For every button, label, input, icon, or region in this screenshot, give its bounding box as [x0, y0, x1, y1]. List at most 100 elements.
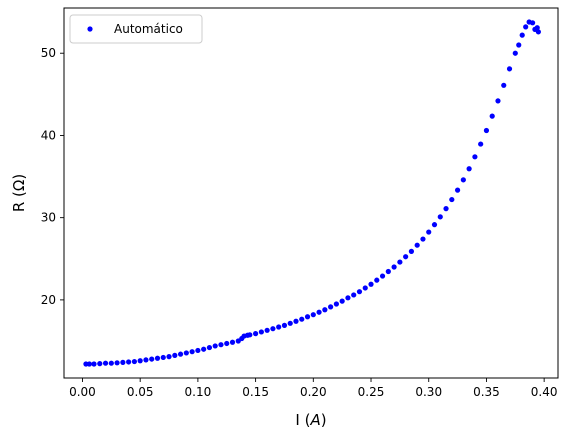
data-point: [183, 350, 189, 356]
plot-frame: [63, 7, 559, 379]
x-tick-label: 0.25: [358, 385, 385, 399]
data-point: [126, 359, 132, 365]
data-point: [172, 352, 178, 358]
data-point: [154, 355, 161, 361]
x-axis-label-suffix: ): [321, 411, 327, 429]
data-point: [328, 304, 334, 310]
legend-box: [69, 14, 203, 44]
legend: Automático: [69, 14, 203, 44]
data-point: [345, 295, 351, 301]
data-point: [299, 316, 305, 322]
data-point: [86, 361, 92, 367]
legend-entry-automatico: Automático: [114, 22, 183, 36]
data-point: [322, 307, 328, 313]
data-point: [166, 354, 172, 360]
x-tick-label: 0.05: [127, 385, 154, 399]
x-tick-label: 0.00: [69, 385, 96, 399]
data-point: [530, 20, 536, 26]
x-axis-label-variable: A: [309, 411, 320, 429]
data-point: [276, 324, 282, 330]
data-point: [519, 32, 525, 38]
data-point: [368, 281, 374, 287]
data-point: [472, 154, 478, 160]
data-point: [229, 339, 236, 345]
data-point: [454, 187, 461, 193]
x-tick-label: 0.20: [300, 385, 327, 399]
data-point: [293, 318, 299, 324]
data-point: [218, 342, 224, 348]
data-point: [264, 327, 270, 333]
data-point: [466, 166, 472, 172]
y-tick-label: 50: [41, 46, 56, 60]
data-point: [495, 98, 501, 104]
data-point: [91, 361, 97, 367]
data-point: [535, 29, 541, 35]
data-point: [224, 340, 230, 347]
x-tick-label: 0.30: [415, 385, 442, 399]
data-point: [258, 329, 264, 335]
data-point: [310, 312, 316, 318]
data-point: [201, 346, 207, 352]
data-point: [414, 242, 420, 248]
plot-area: [64, 8, 558, 378]
y-axis-label: R (Ω): [10, 174, 28, 212]
data-point: [443, 206, 449, 212]
data-point: [102, 360, 109, 366]
data-point: [351, 292, 357, 298]
y-tick-label: 20: [41, 293, 56, 307]
data-point: [426, 229, 432, 235]
data-point: [460, 177, 466, 183]
data-point: [287, 320, 293, 326]
data-point: [333, 301, 339, 307]
data-point: [177, 351, 184, 357]
data-point: [379, 273, 386, 279]
data-point: [403, 254, 409, 260]
data-point: [108, 360, 114, 366]
data-point: [206, 344, 213, 351]
data-point: [120, 359, 126, 365]
data-point: [316, 309, 322, 315]
data-point: [385, 268, 391, 275]
data-point: [512, 50, 518, 56]
data-point: [189, 349, 195, 355]
data-point: [356, 289, 363, 295]
data-point: [304, 314, 311, 320]
data-point: [143, 357, 149, 363]
data-point: [362, 285, 368, 291]
data-points: [83, 19, 541, 367]
y-tick-label: 30: [41, 211, 56, 225]
data-point: [97, 361, 103, 367]
data-point: [281, 322, 288, 328]
data-point: [339, 298, 345, 304]
data-point: [478, 141, 484, 147]
x-axis-label-prefix: I (: [295, 411, 310, 429]
x-axis-ticks: 0.00 0.05 0.10 0.15 0.20 0.25 0.30 0.35 0.40: [69, 378, 558, 399]
x-tick-label: 0.15: [242, 385, 269, 399]
data-point: [501, 82, 507, 88]
data-point: [523, 24, 529, 30]
data-point: [149, 356, 155, 362]
data-point: [516, 42, 522, 48]
data-point: [489, 113, 495, 119]
data-point: [137, 358, 143, 364]
x-tick-label: 0.10: [185, 385, 212, 399]
legend-marker: [87, 26, 93, 32]
data-point: [506, 66, 513, 72]
data-point: [247, 332, 253, 338]
data-point: [483, 127, 490, 134]
data-point: [431, 222, 438, 228]
data-point: [212, 343, 218, 349]
x-tick-label: 0.35: [473, 385, 500, 399]
x-tick-label: 0.40: [531, 385, 558, 399]
y-tick-label: 40: [41, 128, 56, 142]
data-point: [270, 326, 276, 332]
data-point: [391, 264, 397, 270]
data-point: [195, 347, 201, 354]
data-point: [252, 331, 259, 337]
data-point: [449, 196, 455, 203]
data-point: [397, 259, 403, 265]
data-point: [374, 277, 380, 283]
data-point: [534, 25, 540, 31]
y-axis-ticks: 20 30 40 50: [41, 46, 64, 307]
